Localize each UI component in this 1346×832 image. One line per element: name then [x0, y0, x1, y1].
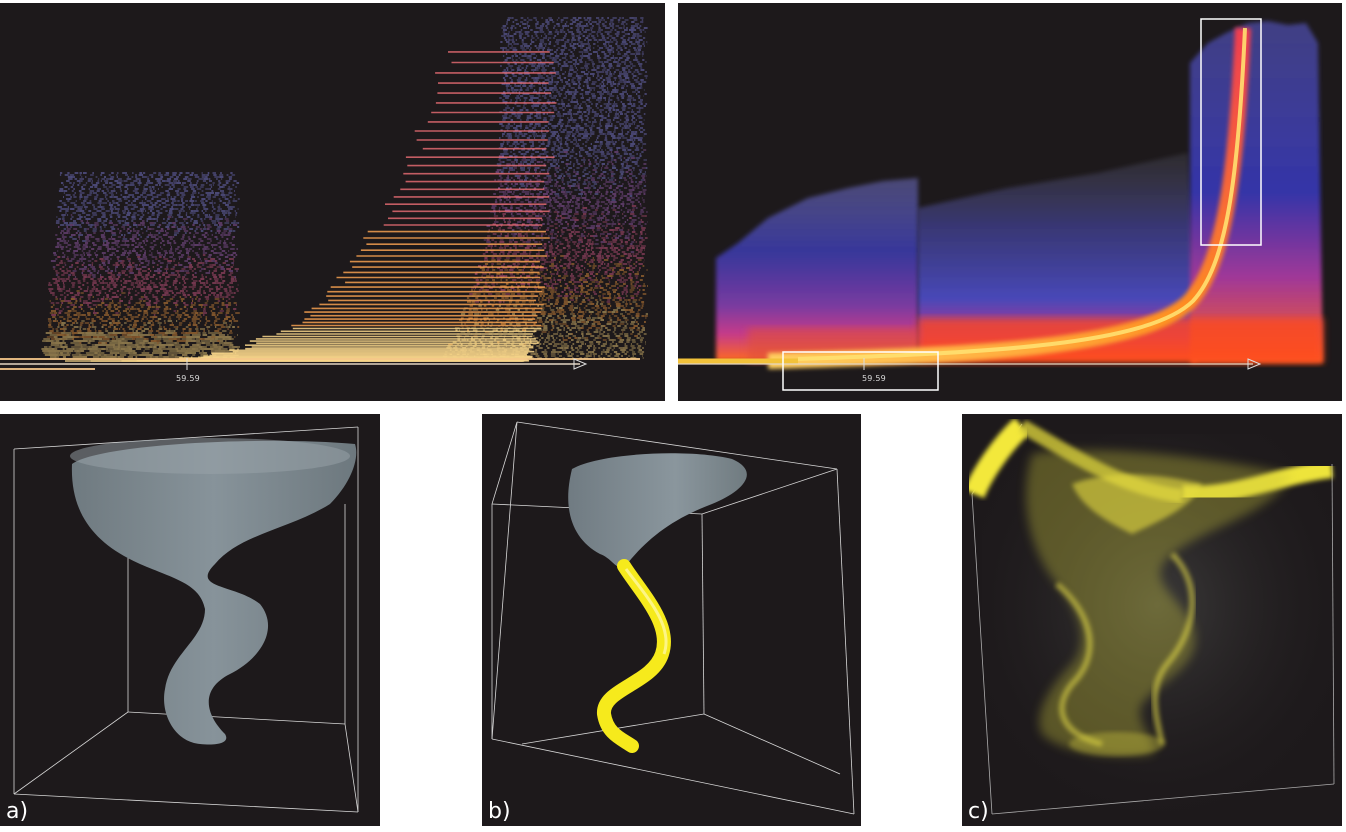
core-highlight: [624, 568, 668, 655]
upper-isosurface: [568, 453, 747, 568]
yellow-vortex-core: [597, 559, 671, 753]
volume-middle-slab: [918, 153, 1198, 361]
axis-arrow-icon: [1247, 358, 1262, 370]
tornado-isosurface: [71, 440, 357, 745]
selection-box-top[interactable]: [1200, 18, 1262, 246]
volume-funnel-body: [1026, 450, 1292, 756]
volume-right-strand: [1152, 551, 1195, 745]
bounding-box-wireframe: [13, 426, 359, 813]
volume-curve-core: [797, 27, 1247, 361]
panel-c-volume: c): [962, 414, 1342, 826]
panel-b-isosurface: b): [482, 414, 861, 826]
panel-label: a): [6, 799, 29, 824]
scatter-lines: [0, 17, 648, 370]
panel-label: c): [968, 799, 989, 824]
volume-right-block: [1190, 21, 1323, 363]
panel-b-scene: [491, 421, 855, 815]
panel-c-scene: [963, 417, 1335, 815]
volume-upper-swirl: [1072, 474, 1202, 534]
panel-a-isosurface: a): [0, 414, 380, 826]
top-left-histogram-panel: 59.59: [0, 3, 665, 401]
volume-left-strand: [1055, 581, 1103, 747]
top-right-volume-plot: [678, 18, 1323, 391]
tick-label: 59.59: [862, 374, 886, 383]
axis-arrow-icon: [573, 358, 588, 370]
edge-band-left: [963, 417, 1030, 499]
top-right-volume-panel: 59.59: [678, 3, 1342, 401]
surface-highlight: [70, 438, 350, 474]
selection-box-axis[interactable]: [782, 351, 939, 391]
volume-base-ellipse: [1069, 732, 1165, 756]
volume-left-block: [716, 178, 918, 361]
top-left-scatter-plot: [0, 17, 648, 370]
panel-a-scene: [13, 426, 359, 813]
tick-label: 59.59: [176, 374, 200, 383]
panel-label: b): [488, 799, 511, 824]
